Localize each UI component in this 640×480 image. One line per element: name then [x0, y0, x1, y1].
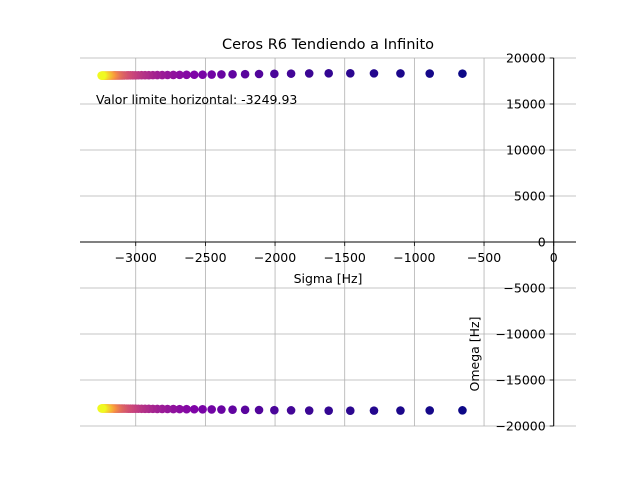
x-tick-label: 0 [550, 250, 558, 265]
zero-point [324, 406, 333, 415]
zero-point [345, 406, 355, 416]
zero-point [304, 406, 314, 415]
y-tick-label: 10000 [506, 143, 546, 158]
zero-point [97, 71, 106, 80]
zero-point [175, 70, 184, 80]
zero-point [458, 69, 467, 78]
zero-point [228, 70, 237, 79]
zero-point [217, 70, 226, 79]
zero-point [198, 70, 207, 79]
x-tick-label: −3000 [115, 250, 157, 265]
zero-point [97, 404, 106, 413]
zero-point [425, 406, 435, 415]
zero-point [458, 406, 467, 415]
zero-point [189, 70, 199, 80]
axes-layer [80, 58, 576, 426]
points-layer [97, 68, 467, 416]
y-tick-label: −20000 [495, 419, 545, 434]
zero-point [175, 404, 184, 414]
zero-point [286, 406, 296, 415]
ticks-layer: −3000 −2500 −2000 −1500 −1000 −500 0−20000−150… [115, 51, 558, 434]
x-tick-label: −2000 [254, 250, 296, 265]
zero-point [207, 405, 216, 414]
x-tick-label: −1500 [324, 250, 366, 265]
zero-point [396, 406, 405, 415]
zero-point [254, 405, 264, 415]
zero-point [304, 69, 314, 78]
zero-point [217, 405, 226, 414]
y-tick-label: 0 [538, 235, 546, 250]
zero-point [396, 69, 405, 78]
zero-point [254, 69, 264, 79]
y-tick-label: −15000 [495, 373, 545, 388]
zero-point [198, 405, 207, 414]
y-tick-label: 20000 [506, 51, 546, 66]
zero-point [286, 69, 296, 78]
zero-point [240, 405, 250, 415]
zero-point [270, 69, 279, 79]
zero-point [182, 70, 191, 80]
zero-point [189, 404, 199, 414]
x-tick-label: −2500 [184, 250, 226, 265]
y-tick-label: 5000 [514, 189, 546, 204]
x-axis-label: Sigma [Hz] [294, 271, 363, 286]
y-tick-label: −5000 [503, 281, 545, 296]
annotation-text: Valor limite horizontal: -3249.93 [96, 92, 297, 107]
y-tick-label: 15000 [506, 97, 546, 112]
zero-point [182, 404, 191, 414]
zero-point [240, 69, 250, 79]
y-axis-label: Omega [Hz] [467, 317, 482, 392]
chart-title: Ceros R6 Tendiendo a Infinito [222, 37, 434, 53]
zero-point [228, 405, 237, 414]
x-tick-label: −500 [467, 250, 501, 265]
zero-point [425, 69, 435, 78]
zero-point [324, 69, 333, 78]
x-tick-label: −1000 [393, 250, 435, 265]
zero-point [207, 70, 216, 79]
zero-point [369, 69, 379, 78]
zero-point [369, 406, 379, 415]
y-tick-label: −10000 [495, 327, 545, 342]
zero-point [270, 405, 279, 415]
zero-point [345, 68, 355, 78]
